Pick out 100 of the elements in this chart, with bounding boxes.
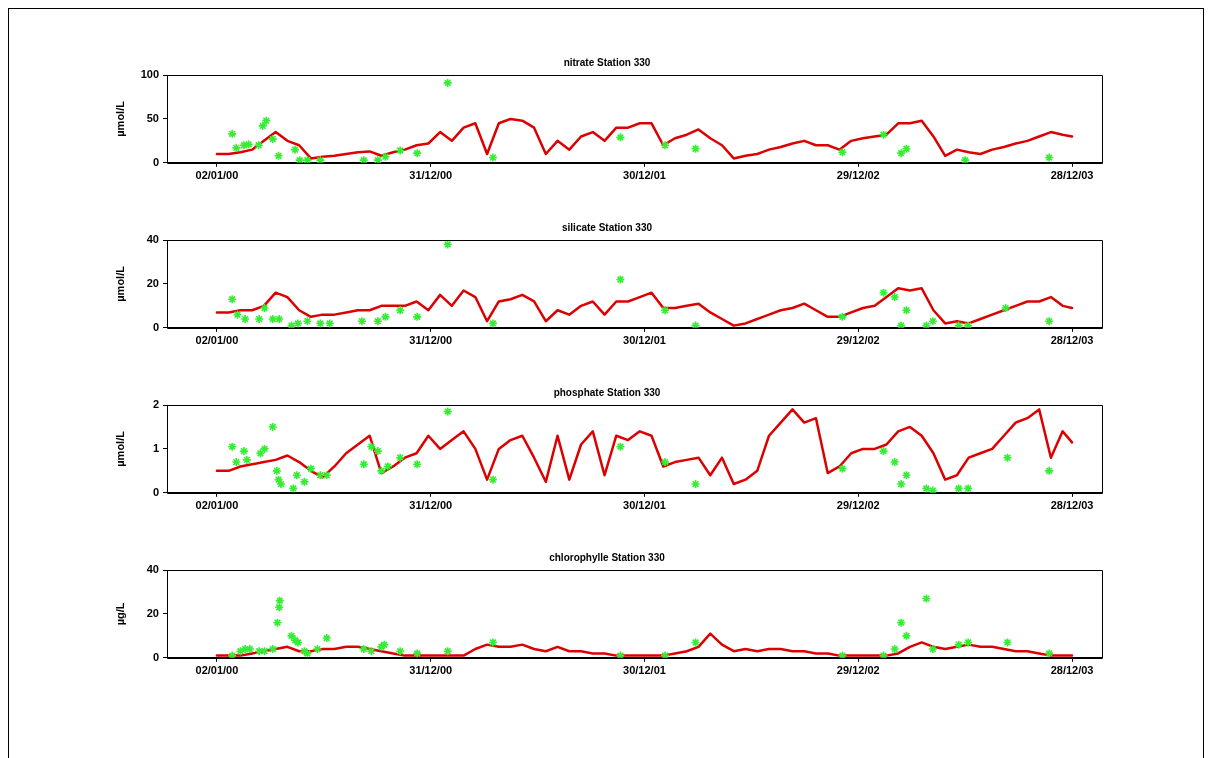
y-axis-title: µmol/L [113, 430, 126, 467]
point [324, 318, 335, 328]
point [878, 129, 889, 140]
point [373, 446, 383, 456]
point [321, 633, 332, 643]
y-tick-label: 20 [146, 606, 159, 619]
point [878, 650, 889, 658]
point [963, 637, 973, 648]
x-tick-label: 31/12/00 [409, 499, 453, 512]
point [259, 303, 270, 313]
y-tick-label: 50 [146, 111, 159, 124]
x-tick-label: 31/12/00 [409, 664, 453, 677]
point [259, 444, 270, 454]
point [274, 602, 284, 613]
point [442, 646, 453, 657]
y-axis-title: µmol/L [113, 100, 126, 137]
point [302, 155, 313, 163]
point [928, 316, 938, 327]
point [254, 314, 265, 324]
point [963, 320, 973, 328]
point [837, 312, 848, 322]
point [901, 631, 912, 641]
point [299, 477, 310, 487]
point [373, 316, 383, 327]
point [321, 470, 332, 481]
y-tick-label: 0 [152, 155, 159, 168]
point [380, 151, 391, 162]
y-axis-title: µg/L [113, 602, 126, 626]
point [294, 155, 305, 163]
point [255, 448, 266, 459]
point [896, 479, 906, 489]
point [921, 593, 932, 604]
point [896, 148, 906, 158]
point [242, 455, 252, 465]
chart-title: phosphate Station 330 [553, 386, 661, 398]
point [615, 441, 626, 452]
point [928, 644, 938, 654]
point [257, 121, 268, 131]
point [615, 650, 626, 658]
x-tick-label: 30/12/01 [623, 169, 666, 182]
y-tick-label: 40 [146, 563, 159, 576]
point [488, 637, 498, 648]
point [953, 320, 964, 328]
point [240, 314, 250, 324]
point [896, 617, 906, 628]
point [660, 305, 670, 316]
point [288, 483, 299, 493]
point [412, 148, 422, 158]
point [1000, 303, 1011, 313]
point [274, 314, 284, 324]
y-tick-label: 2 [152, 398, 159, 411]
point [953, 639, 964, 650]
y-tick-label: 1 [152, 441, 159, 454]
point [1002, 637, 1013, 648]
x-tick-label: 02/01/00 [195, 664, 239, 677]
point [690, 320, 701, 328]
y-tick-label: 0 [152, 320, 159, 333]
point [267, 314, 278, 324]
point [690, 479, 701, 489]
y-axis-title: µmol/L [113, 265, 126, 302]
point [293, 318, 303, 328]
point [315, 155, 326, 163]
point [963, 483, 973, 493]
point [412, 459, 422, 470]
point [292, 470, 302, 481]
point [837, 650, 848, 658]
x-tick-label: 30/12/01 [623, 664, 666, 677]
y-tick-label: 0 [152, 485, 159, 498]
point [315, 318, 326, 328]
y-tick-label: 100 [140, 68, 159, 81]
point [878, 446, 889, 456]
point [960, 155, 970, 163]
point [366, 646, 377, 657]
chart-title: silicate Station 330 [561, 221, 653, 233]
chart-title: nitrate Station 330 [563, 56, 651, 68]
x-tick-label: 02/01/00 [195, 169, 239, 182]
point [395, 452, 405, 463]
point [245, 644, 255, 654]
point [315, 470, 326, 481]
point [488, 474, 498, 485]
point [358, 155, 369, 163]
point [227, 650, 237, 658]
point [358, 459, 369, 470]
point [274, 595, 285, 606]
point [901, 470, 912, 481]
point [373, 155, 383, 163]
y-tick-label: 40 [146, 233, 159, 246]
x-tick-label: 02/01/00 [195, 334, 239, 347]
point [901, 305, 912, 316]
x-tick-label: 29/12/02 [836, 334, 880, 347]
point [232, 309, 243, 320]
point [302, 316, 313, 327]
x-tick-label: 29/12/02 [836, 499, 880, 512]
x-tick-label: 31/12/00 [409, 169, 453, 182]
point [928, 485, 938, 493]
x-tick-label: 30/12/01 [623, 499, 666, 512]
point [231, 457, 242, 467]
point [306, 463, 316, 474]
point [227, 441, 237, 452]
x-tick-label: 02/01/00 [195, 499, 239, 512]
